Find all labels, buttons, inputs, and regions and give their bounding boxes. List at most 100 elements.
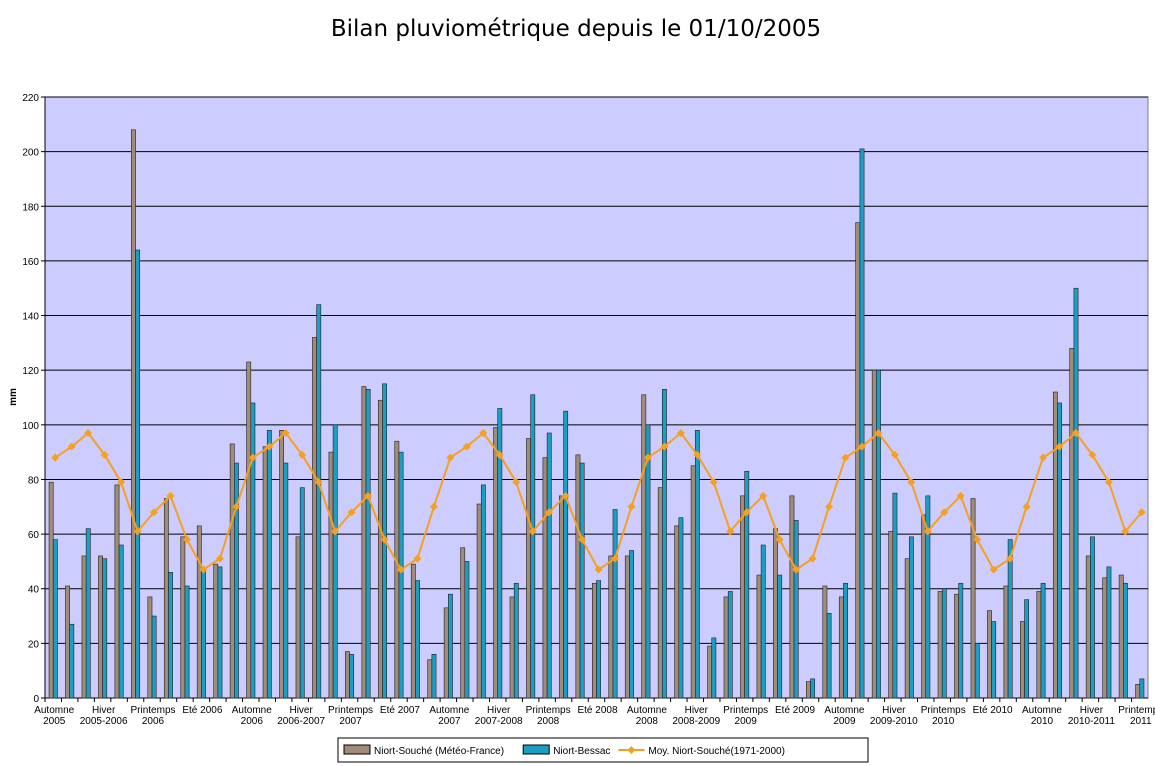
- line-marker: [528, 527, 537, 536]
- line-marker: [1038, 453, 1047, 462]
- line-marker: [298, 450, 307, 459]
- bar: [876, 369, 881, 699]
- y-tick-label: 20: [28, 639, 40, 650]
- bar: [349, 653, 355, 699]
- line-marker: [890, 450, 899, 459]
- bar: [283, 462, 289, 699]
- line-marker: [1006, 554, 1015, 563]
- line-marker: [1137, 508, 1146, 517]
- bar: [69, 623, 75, 699]
- bar: [904, 558, 910, 699]
- line-marker: [874, 429, 883, 438]
- line-marker: [956, 491, 965, 500]
- x-tick-label: Hiver: [487, 705, 511, 716]
- bar: [711, 637, 717, 699]
- bar: [641, 394, 647, 699]
- bar: [1003, 585, 1009, 699]
- line-marker: [561, 491, 570, 500]
- bar: [756, 574, 762, 699]
- bar: [612, 509, 618, 699]
- bar: [131, 129, 136, 699]
- x-tick-label: Eté 2007: [380, 705, 420, 716]
- bar: [184, 585, 190, 699]
- bar: [415, 580, 420, 699]
- bar: [974, 643, 980, 699]
- y-tick-label: 220: [22, 93, 39, 104]
- bar: [793, 520, 799, 699]
- bar: [1069, 348, 1075, 699]
- line-marker: [150, 508, 159, 517]
- line-marker: [643, 453, 652, 462]
- x-tick-label: 2008: [636, 716, 659, 727]
- bar: [201, 569, 206, 699]
- x-tick-label: 2010: [1031, 716, 1054, 727]
- line-marker: [857, 442, 866, 451]
- bar: [723, 596, 729, 699]
- bar: [542, 457, 548, 699]
- line-marker: [182, 535, 191, 544]
- bar: [1024, 599, 1030, 699]
- x-tick-label: Printemps: [723, 705, 768, 716]
- line-marker: [594, 565, 603, 574]
- bar: [744, 470, 750, 699]
- y-tick-label: 120: [22, 366, 39, 377]
- x-tick-label: Eté 2009: [775, 705, 815, 716]
- bar: [217, 566, 223, 699]
- bar: [1139, 678, 1145, 699]
- bar: [476, 503, 482, 699]
- chart-title: Bilan pluviométrique depuis le 01/10/200…: [331, 16, 821, 42]
- line-marker: [841, 453, 850, 462]
- bar: [546, 432, 552, 699]
- x-tick-label: 2008-2009: [672, 716, 720, 727]
- bar: [1085, 555, 1091, 699]
- bar: [102, 558, 108, 699]
- legend-swatch: [627, 746, 636, 754]
- x-tick-label: 2005: [43, 716, 66, 727]
- x-tick-label: Hiver: [882, 705, 906, 716]
- bar: [279, 429, 285, 699]
- bar: [448, 593, 453, 699]
- bar: [559, 495, 564, 699]
- x-tick-label: Printemps: [130, 705, 175, 716]
- bar: [871, 369, 877, 699]
- bar: [579, 462, 585, 699]
- x-tick-label: Automne: [1022, 705, 1062, 716]
- x-tick-label: 2008: [537, 716, 560, 727]
- bar: [789, 495, 795, 699]
- bar: [328, 451, 334, 699]
- bar: [843, 582, 848, 699]
- bar: [1057, 402, 1062, 699]
- bar: [727, 591, 733, 699]
- bar: [908, 536, 914, 699]
- bar: [987, 610, 992, 699]
- bar: [85, 528, 91, 699]
- bar: [81, 555, 87, 699]
- bar: [509, 596, 515, 699]
- bar: [365, 389, 371, 699]
- line-marker: [792, 565, 801, 574]
- line-marker: [117, 478, 126, 487]
- line-marker: [248, 453, 257, 462]
- bar: [361, 386, 367, 699]
- bar: [1123, 582, 1128, 699]
- x-tick-label: Automne: [232, 705, 272, 716]
- line-marker: [446, 453, 455, 462]
- bar: [229, 443, 235, 699]
- bar: [52, 539, 58, 699]
- x-tick-label: Automne: [627, 705, 667, 716]
- line-marker: [759, 491, 768, 500]
- bar: [954, 593, 959, 699]
- y-tick-label: 80: [28, 475, 40, 486]
- bar: [826, 613, 832, 699]
- bar: [266, 429, 272, 699]
- bar: [196, 525, 202, 699]
- legend-label: Niort-Bessac: [553, 746, 610, 757]
- bar: [1052, 391, 1058, 699]
- bar: [246, 361, 252, 699]
- bar: [497, 408, 503, 699]
- bar: [892, 492, 898, 699]
- x-tick-label: 2006-2007: [277, 716, 325, 727]
- line-marker: [940, 508, 949, 517]
- bar: [135, 249, 141, 699]
- line-marker: [973, 535, 982, 544]
